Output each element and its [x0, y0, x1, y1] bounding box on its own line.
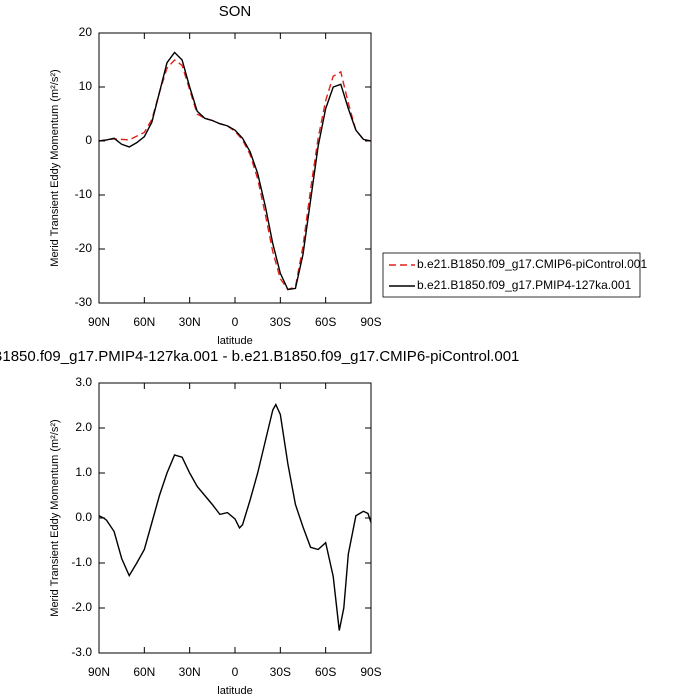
x-tick-label: 0 [232, 665, 239, 679]
legend-box [382, 252, 641, 298]
y-tick-label: -10 [75, 187, 93, 201]
data-line [98, 403, 372, 631]
data-line [98, 51, 372, 291]
data-line [98, 59, 372, 291]
x-tick-label: 30S [270, 665, 291, 679]
y-tick-label: 3.0 [75, 375, 92, 389]
y-tick-label: 0.0 [75, 510, 92, 524]
y-axis-label: Merid Transient Eddy Momentum (m²/s²) [49, 69, 61, 266]
x-tick-label: 60N [133, 665, 155, 679]
x-tick-label: 90N [88, 315, 110, 329]
y-tick-label: -2.0 [71, 600, 92, 614]
chart-title: b.e21.B1850.f09_g17.PMIP4-127ka.001 - b.… [0, 348, 519, 365]
x-axis-label: latitude [217, 685, 252, 697]
x-tick-label: 60N [133, 315, 155, 329]
y-tick-label: -30 [75, 295, 93, 309]
x-tick-label: 90N [88, 665, 110, 679]
y-tick-label: 2.0 [75, 420, 92, 434]
y-tick-label: -3.0 [71, 645, 92, 659]
plot-frame [98, 32, 372, 304]
y-tick-label: -20 [75, 241, 93, 255]
legend-label: b.e21.B1850.f09_g17.CMIP6-piControl.001 [417, 257, 647, 271]
x-axis-label: latitude [217, 335, 252, 347]
x-tick-label: 90S [360, 665, 381, 679]
y-tick-label: 0 [85, 133, 92, 147]
x-tick-label: 30S [270, 315, 291, 329]
x-tick-label: 0 [232, 315, 239, 329]
y-tick-label: -1.0 [71, 555, 92, 569]
y-tick-label: 10 [79, 79, 93, 93]
y-tick-label: 1.0 [75, 465, 92, 479]
y-axis-label: Merid Transient Eddy Momentum (m²/s²) [49, 419, 61, 616]
plot-frame [98, 382, 372, 654]
x-tick-label: 30N [179, 665, 201, 679]
x-tick-label: 60S [315, 315, 336, 329]
x-tick-label: 60S [315, 665, 336, 679]
y-tick-label: 20 [79, 25, 93, 39]
x-tick-label: 90S [360, 315, 381, 329]
chart-title: SON [219, 3, 252, 20]
legend-label: b.e21.B1850.f09_g17.PMIP4-127ka.001 [417, 278, 631, 292]
x-tick-label: 30N [179, 315, 201, 329]
